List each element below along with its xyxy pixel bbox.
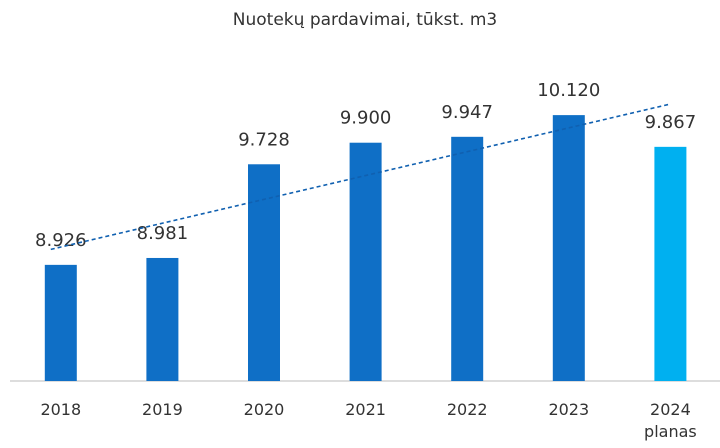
x-tick-label: 2019 [142,400,183,419]
value-label: 9.728 [238,129,290,150]
x-tick-label: 2023 [548,400,590,419]
chart-title: Nuotekų pardavimai, tūkst. m3 [233,10,497,30]
bar [349,142,382,381]
bar [654,146,687,381]
trendline [50,103,671,251]
x-tick-label: 2020 [243,400,285,419]
bar [44,264,77,381]
bar [552,115,585,381]
bar [146,257,179,381]
value-label: 9.947 [441,102,493,123]
value-label: 9.867 [645,112,697,133]
x-tick-label: 2021 [345,400,386,419]
value-label: 9.900 [340,108,392,129]
bar [248,164,280,381]
bar [451,136,484,381]
x-tick-label: 2024 planas [644,400,697,441]
value-label: 8.981 [137,223,189,244]
x-tick-label: 2018 [40,400,82,419]
value-label: 8.926 [35,230,87,251]
x-tick-label: 2022 [446,400,488,419]
value-label: 10.120 [537,80,600,101]
